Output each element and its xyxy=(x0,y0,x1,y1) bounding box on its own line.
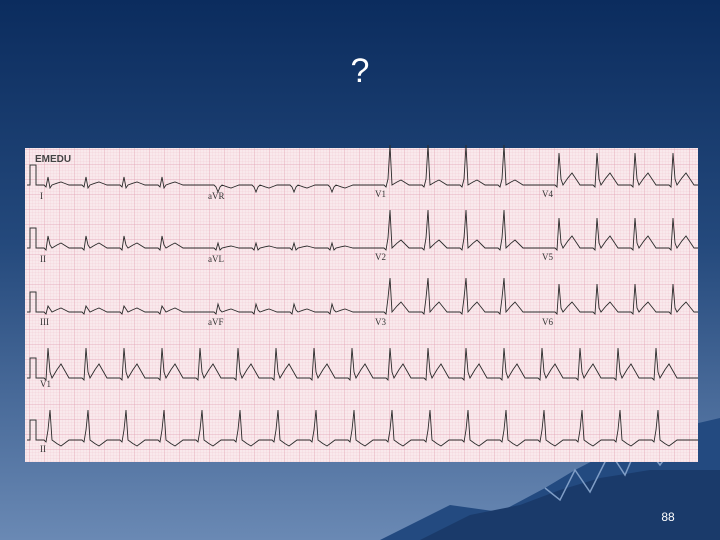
lead-label: V6 xyxy=(542,317,553,327)
lead-label: III xyxy=(40,317,49,327)
calibration-pulse xyxy=(27,227,38,249)
lead-label: II xyxy=(40,444,46,454)
ecg-trace xyxy=(205,241,372,251)
lead-label: aVR xyxy=(208,191,225,201)
ecg-trace xyxy=(540,283,698,316)
ecg-trace xyxy=(205,302,372,315)
ecg-trace xyxy=(38,235,205,251)
lead-label: V4 xyxy=(542,189,553,199)
lead-label: V1 xyxy=(40,379,51,389)
lead-label: V5 xyxy=(542,252,553,262)
lead-label: I xyxy=(40,191,43,201)
lead-label: V3 xyxy=(375,317,386,327)
calibration-pulse xyxy=(27,291,38,313)
lead-label: V1 xyxy=(375,189,386,199)
ecg-trace xyxy=(372,277,540,315)
lead-label: aVF xyxy=(208,317,224,327)
calibration-pulse xyxy=(27,164,38,186)
calibration-pulse xyxy=(27,357,38,379)
ecg-trace xyxy=(372,209,540,251)
mountain xyxy=(420,470,720,540)
ecg-trace xyxy=(38,409,698,447)
slide-title: ? xyxy=(351,52,370,90)
calibration-pulse xyxy=(27,419,38,441)
ecg-trace xyxy=(540,217,698,252)
ecg-grid xyxy=(25,148,698,462)
ecg-trace xyxy=(38,176,205,190)
ecg-trace xyxy=(38,347,698,382)
ecg-brand: EMEDU xyxy=(35,154,71,165)
lead-label: aVL xyxy=(208,254,224,264)
ecg-trace xyxy=(38,304,205,315)
lead-label: V2 xyxy=(375,252,386,262)
ecg-trace xyxy=(205,184,372,194)
page-number: 88 xyxy=(661,510,675,524)
ecg-trace xyxy=(372,144,540,188)
lead-label: II xyxy=(40,254,46,264)
ecg-trace xyxy=(540,152,698,189)
